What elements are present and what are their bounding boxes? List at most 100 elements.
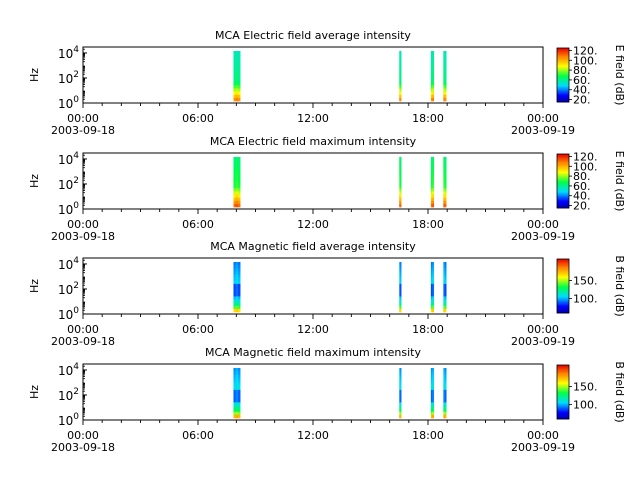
colorbar-segment bbox=[557, 268, 569, 271]
colorbar-segment bbox=[557, 406, 569, 409]
spectrogram-cell bbox=[400, 69, 402, 74]
spectrogram-cell bbox=[400, 97, 402, 102]
colorbar-segment bbox=[557, 296, 569, 299]
spectrogram-cell bbox=[444, 197, 447, 202]
spectrogram-cell bbox=[399, 175, 401, 180]
spectrogram-cell bbox=[443, 386, 446, 391]
colorbar-segment bbox=[557, 288, 569, 291]
colorbar-segment bbox=[557, 61, 569, 64]
spectrogram-cell bbox=[443, 371, 446, 375]
spectrogram-cell bbox=[432, 411, 435, 416]
spectrogram-cell bbox=[235, 66, 239, 71]
spectrogram-cell bbox=[444, 262, 447, 266]
colorbar-segment bbox=[557, 306, 569, 308]
spectrogram-cell bbox=[235, 191, 239, 195]
colorbar-segment bbox=[557, 50, 569, 53]
colorbar-segment bbox=[557, 75, 569, 77]
spectrogram-cell bbox=[399, 166, 401, 170]
spectrogram-cell bbox=[444, 268, 447, 272]
colorbar-segment bbox=[557, 179, 569, 182]
spectrogram-cell bbox=[233, 265, 236, 269]
spectrogram-cell bbox=[430, 274, 433, 278]
spectrogram-cell bbox=[233, 166, 236, 170]
colorbar-segment bbox=[557, 68, 569, 70]
colorbar-segment bbox=[557, 272, 569, 275]
spectrogram-cell bbox=[444, 399, 447, 403]
spectrogram-cell bbox=[430, 166, 433, 170]
spectrogram-cell bbox=[233, 72, 236, 77]
spectrogram-cell bbox=[235, 399, 239, 403]
colorbar-segment bbox=[557, 396, 569, 398]
x-tick-time: 00:00 bbox=[527, 429, 559, 442]
spectrogram-cell bbox=[444, 371, 447, 375]
spectrogram-cell bbox=[235, 51, 239, 55]
colorbar-tick-label: 80. bbox=[573, 170, 591, 183]
y-axis-label: Hz bbox=[28, 68, 41, 82]
spectrogram-cell bbox=[443, 79, 446, 83]
spectrogram-cell bbox=[444, 386, 447, 391]
spectrogram-cell bbox=[430, 383, 433, 388]
colorbar-segment bbox=[557, 283, 569, 286]
spectrogram-cell bbox=[443, 299, 446, 303]
colorbar-segment bbox=[557, 308, 569, 311]
spectrogram-cell bbox=[233, 82, 236, 86]
x-tick-date: 2003-09-19 bbox=[511, 441, 575, 454]
spectrogram-cell bbox=[430, 175, 433, 180]
spectrogram-cell bbox=[237, 200, 241, 205]
x-tick-date: 2003-09-18 bbox=[51, 230, 115, 243]
spectrogram-cell bbox=[233, 76, 236, 80]
colorbar-segment bbox=[557, 295, 569, 298]
colorbar-segment bbox=[557, 92, 569, 95]
spectrogram-cell bbox=[430, 69, 433, 74]
spectrogram-cell bbox=[430, 60, 433, 64]
colorbar-segment bbox=[557, 413, 569, 416]
spectrogram-cell bbox=[443, 157, 446, 161]
spectrogram-cell bbox=[237, 287, 241, 291]
spectrogram-cell bbox=[443, 200, 446, 205]
spectrogram-cell bbox=[399, 69, 401, 74]
spectrogram-cell bbox=[443, 405, 446, 409]
x-tick-time: 12:00 bbox=[297, 218, 329, 231]
spectrogram-cell bbox=[432, 185, 435, 189]
spectrogram-cell bbox=[235, 91, 239, 96]
spectrogram-cell bbox=[233, 200, 236, 205]
spectrogram-cell bbox=[443, 72, 446, 77]
spectrogram-cell bbox=[444, 368, 447, 372]
spectrogram-cell bbox=[399, 383, 401, 388]
spectrogram-cell bbox=[430, 308, 433, 313]
spectrogram-cell bbox=[443, 182, 446, 186]
colorbar-segment bbox=[557, 386, 569, 389]
colorbar-segment bbox=[557, 170, 569, 172]
colorbar-segment bbox=[557, 310, 569, 313]
colorbar-segment bbox=[557, 392, 569, 394]
spectrogram-cell bbox=[399, 408, 401, 413]
spectrogram-cell bbox=[235, 188, 239, 192]
spectrogram-cell bbox=[444, 271, 447, 275]
spectrogram-cell bbox=[443, 399, 446, 403]
spectrogram-cell bbox=[233, 274, 236, 278]
spectrogram-cell bbox=[400, 51, 402, 55]
spectrogram-cell bbox=[235, 293, 239, 297]
spectrogram-cell bbox=[400, 305, 402, 310]
spectrogram-cell bbox=[432, 305, 435, 310]
colorbar-segment bbox=[557, 186, 569, 189]
colorbar-segment bbox=[557, 381, 569, 383]
colorbar-segment bbox=[557, 373, 569, 375]
colorbar-segment bbox=[557, 405, 569, 408]
spectrogram-cell bbox=[400, 386, 402, 391]
spectrogram-cell bbox=[399, 169, 401, 173]
spectrogram-cell bbox=[237, 60, 241, 64]
spectrogram-cell bbox=[430, 191, 433, 195]
x-tick-time: 00:00 bbox=[67, 323, 99, 336]
spectrogram-cell bbox=[444, 163, 447, 167]
colorbar-segment bbox=[557, 408, 569, 410]
y-tick-label: 100 bbox=[58, 201, 79, 217]
spectrogram-cell bbox=[237, 175, 241, 180]
plot-area bbox=[82, 152, 544, 210]
spectrogram-cell bbox=[233, 380, 236, 384]
spectrogram-cell bbox=[400, 277, 402, 282]
spectrogram-cell bbox=[235, 374, 239, 378]
spectrogram-cell bbox=[233, 396, 236, 400]
spectrogram-cell bbox=[399, 63, 401, 67]
spectrogram-cell bbox=[443, 57, 446, 61]
